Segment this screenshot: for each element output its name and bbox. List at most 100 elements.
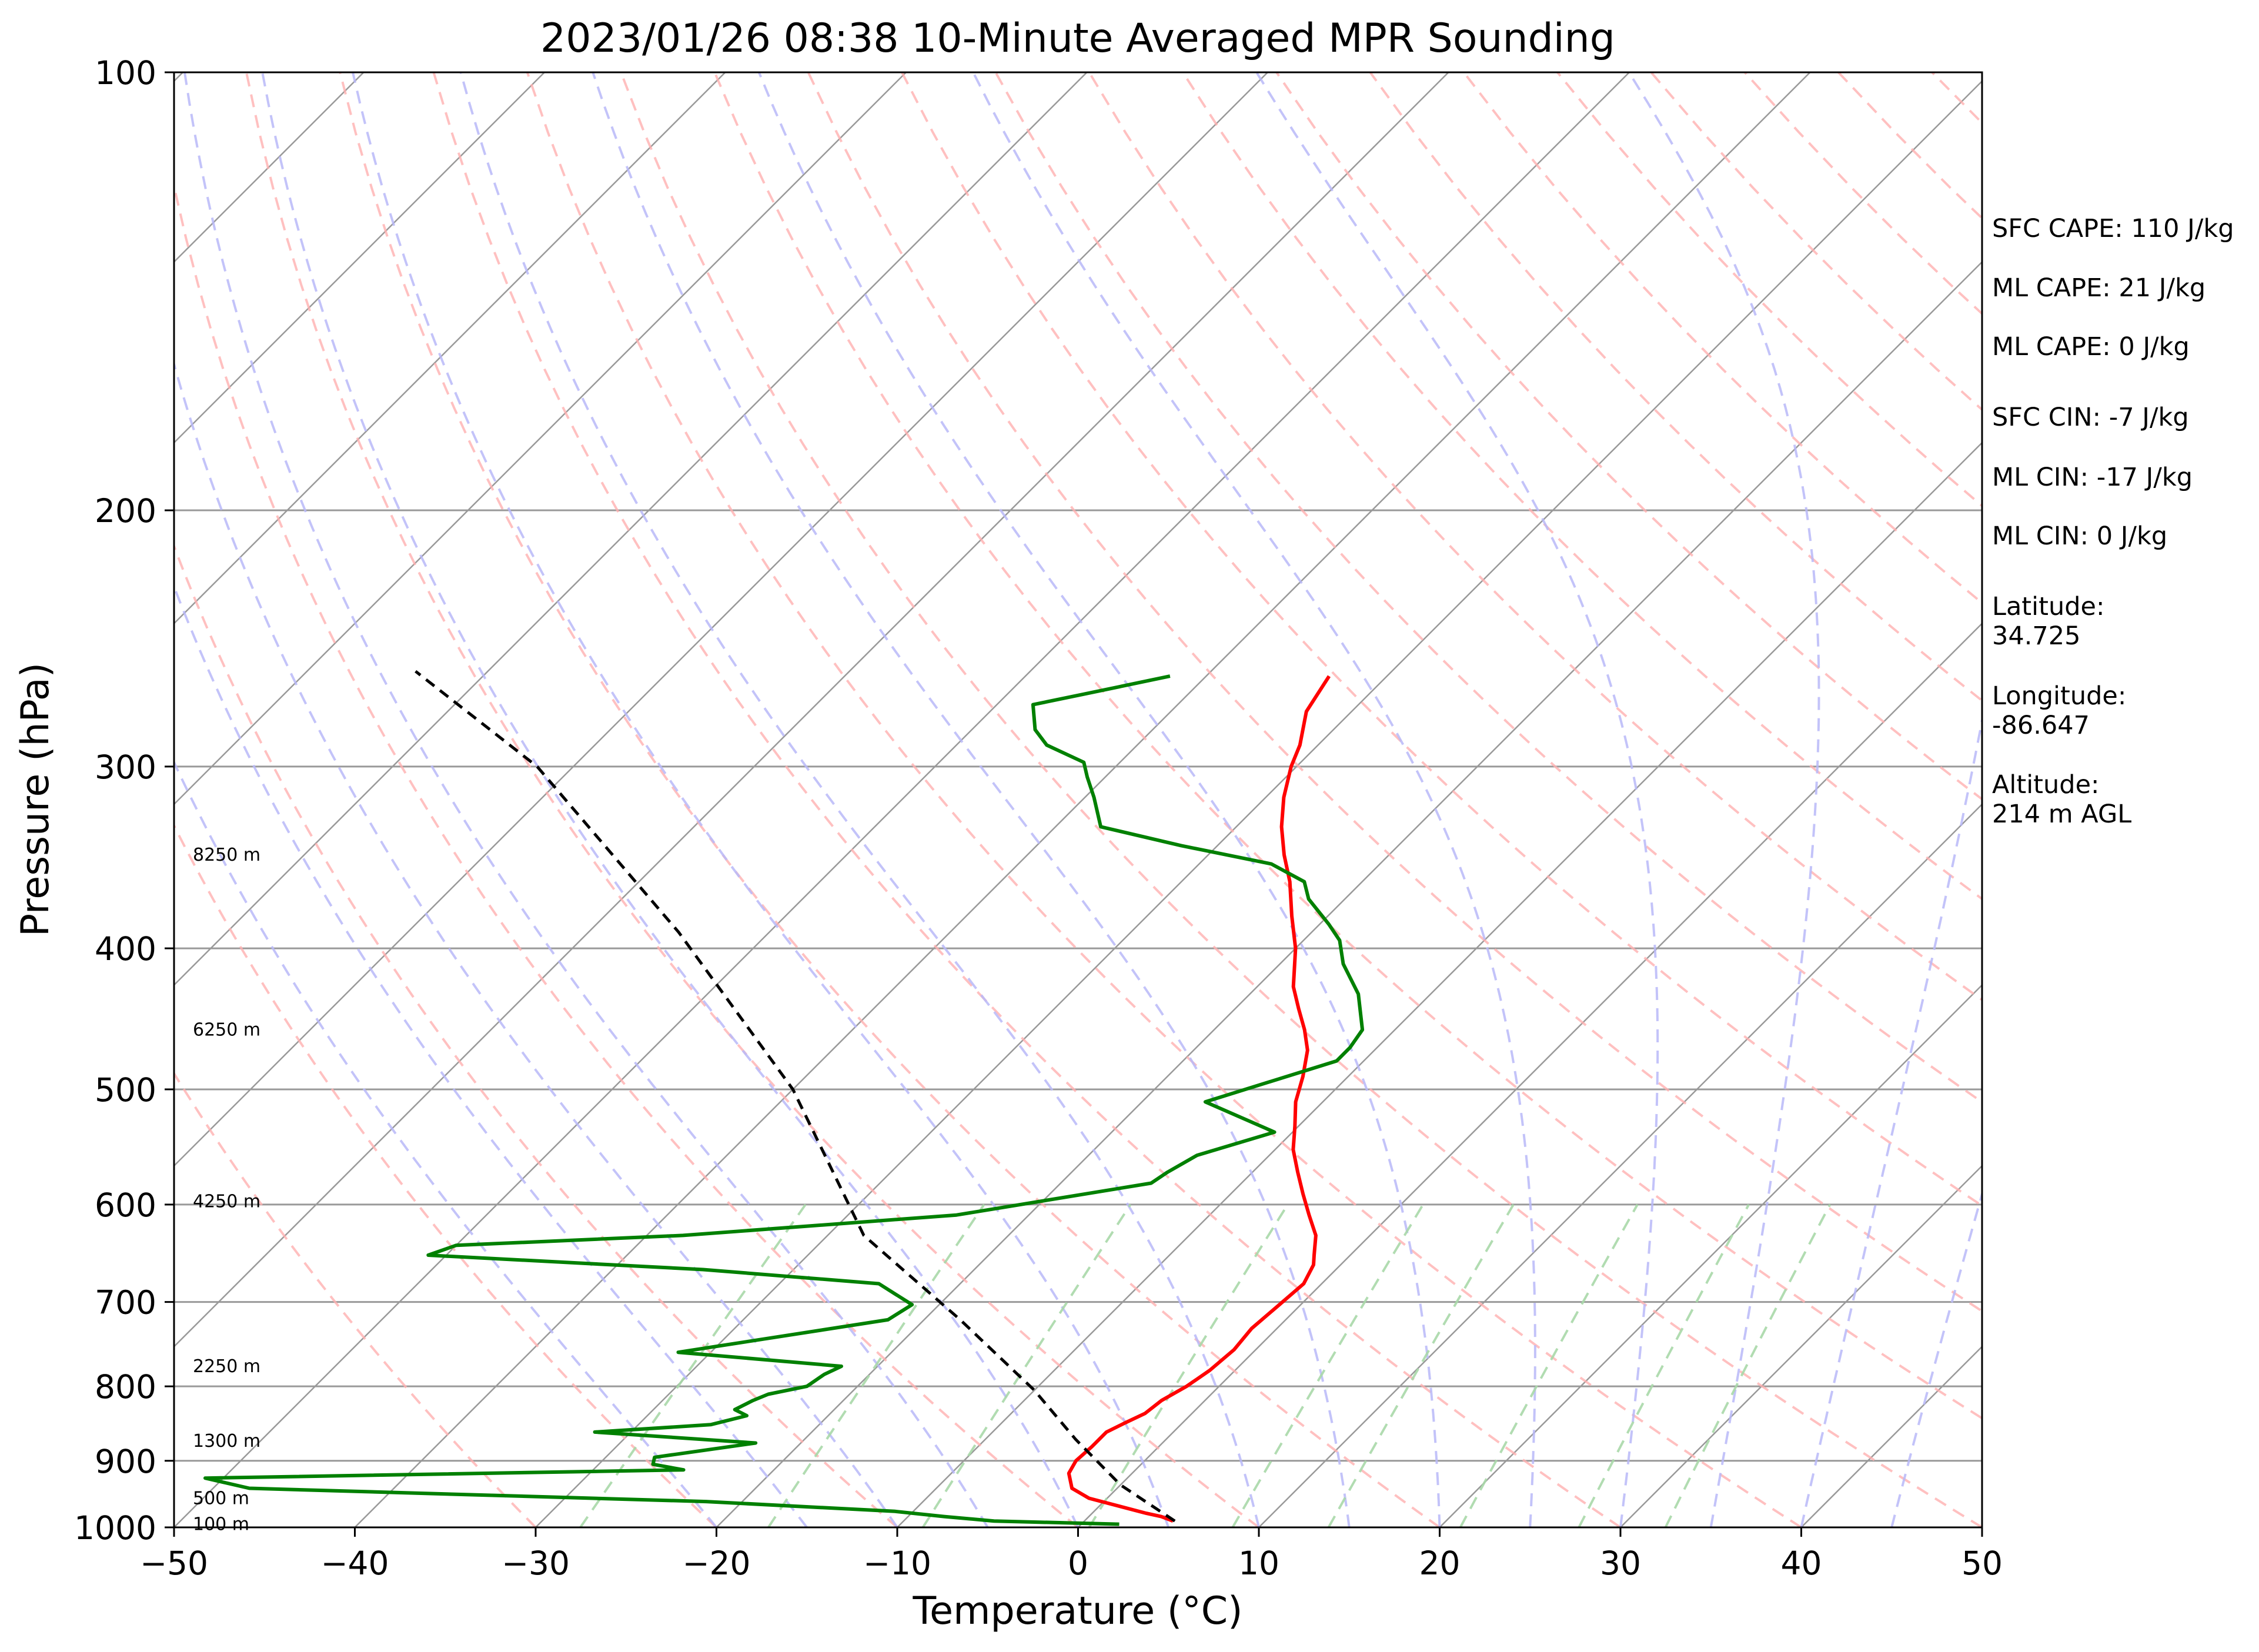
info-text: -86.647 xyxy=(1992,711,2090,740)
info-text: Latitude: xyxy=(1992,592,2104,621)
moist-adiabat-line xyxy=(1628,72,1820,1527)
moist-adiabat-line xyxy=(1890,1189,1982,1527)
mixing-ratio-line xyxy=(1459,1203,1639,1527)
isotherm-line xyxy=(174,72,1268,1167)
height-label: 6250 m xyxy=(193,1020,260,1041)
x-tick-label: −20 xyxy=(682,1544,750,1582)
y-axis-label: Pressure (hPa) xyxy=(14,663,58,937)
x-tick-label: −50 xyxy=(140,1544,208,1582)
mixing-ratio-line xyxy=(1578,1203,1750,1527)
y-tick-label: 1000 xyxy=(74,1509,156,1547)
x-tick-label: 0 xyxy=(1068,1544,1088,1582)
plot-background xyxy=(174,72,1982,1527)
mixing-ratio-line xyxy=(921,1203,1132,1527)
dry-adiabat-line xyxy=(901,72,1982,1208)
x-axis-label: Temperature (°C) xyxy=(912,1589,1242,1633)
dry-adiabat-line xyxy=(174,1071,537,1527)
height-label: 8250 m xyxy=(193,845,260,865)
dry-adiabat-line xyxy=(994,72,1982,1103)
isotherm-line xyxy=(1439,984,1982,1527)
dry-adiabat-line xyxy=(432,72,1622,1527)
dry-adiabat-line xyxy=(174,180,1079,1527)
y-tick-label: 600 xyxy=(95,1186,156,1224)
height-label: 100 m xyxy=(193,1514,249,1535)
y-tick-label: 400 xyxy=(95,930,156,968)
info-text: Longitude: xyxy=(1992,681,2126,711)
dry-adiabat-line xyxy=(245,72,1260,1527)
info-text: ML CAPE: 0 J/kg xyxy=(1992,332,2190,362)
dry-adiabat-line xyxy=(339,72,1441,1527)
mixing-ratio-line xyxy=(579,1203,807,1527)
series-layer xyxy=(203,670,1365,1526)
moist-adiabat-line xyxy=(592,72,1351,1527)
info-text: Altitude: xyxy=(1992,770,2100,800)
dry-adiabat-line xyxy=(174,543,898,1527)
isotherm-line xyxy=(174,72,545,444)
x-tick-label: 50 xyxy=(1961,1544,2003,1582)
x-axis-ticks: −50 −40 −30 −20 −10 0 10 20 30 40 50 xyxy=(140,1527,2003,1582)
y-tick-label: 800 xyxy=(95,1368,156,1406)
mixing-ratio-line xyxy=(1327,1203,1515,1527)
height-labels: 8250 m 6250 m 4250 m 2250 m 1300 m 500 m 100 m xyxy=(193,845,260,1535)
mixing-ratio-line xyxy=(1088,1203,1289,1527)
moist-adiabat-line xyxy=(174,583,808,1527)
isotherm-line xyxy=(354,72,1811,1527)
x-tick-label: 20 xyxy=(1419,1544,1461,1582)
y-axis-ticks: 100 200 300 400 500 600 700 800 900 1000 xyxy=(74,54,174,1547)
dry-adiabat-line xyxy=(174,823,717,1527)
moist-adiabat-line xyxy=(757,72,1441,1527)
mixing-ratio-line xyxy=(767,1203,985,1527)
moist-adiabat-line xyxy=(174,360,898,1527)
isotherm-line xyxy=(174,72,726,625)
x-tick-label: 30 xyxy=(1600,1544,1641,1582)
y-tick-label: 100 xyxy=(95,54,156,92)
x-tick-label: 40 xyxy=(1781,1544,1822,1582)
mixing-ratio-line xyxy=(1664,1203,1832,1527)
dewpoint-profile-line xyxy=(203,674,1365,1526)
moist-adiabat-line xyxy=(352,72,1170,1527)
info-text: SFC CIN: -7 J/kg xyxy=(1992,403,2189,432)
x-tick-label: −10 xyxy=(863,1544,931,1582)
isotherm-line xyxy=(174,72,1630,1527)
dry-adiabat-line xyxy=(526,72,1802,1527)
height-label: 2250 m xyxy=(193,1356,260,1377)
isotherm-line xyxy=(1620,1165,1982,1527)
info-text: ML CAPE: 21 J/kg xyxy=(1992,273,2205,303)
info-text: 214 m AGL xyxy=(1992,800,2131,829)
moist-adiabat-line xyxy=(459,72,1260,1527)
moist-adiabat-line xyxy=(972,72,1536,1527)
y-tick-label: 900 xyxy=(95,1443,156,1480)
plot-area xyxy=(0,72,1982,1527)
y-tick-label: 700 xyxy=(95,1284,156,1322)
isotherm-line xyxy=(1077,622,1982,1527)
isotherm-line xyxy=(174,72,907,805)
isotherm-line xyxy=(1258,803,1982,1527)
parcel-path-line xyxy=(415,670,1176,1523)
moist-adiabat-line xyxy=(174,760,718,1527)
y-tick-label: 300 xyxy=(95,748,156,786)
isotherm-line xyxy=(897,442,1982,1527)
dry-adiabat-line xyxy=(1275,72,1982,801)
isotherm-line xyxy=(716,260,1982,1527)
y-tick-label: 500 xyxy=(95,1071,156,1109)
dry-adiabat-line xyxy=(713,72,1982,1420)
moist-adiabat-line xyxy=(183,72,989,1527)
mixing-ratio-line xyxy=(1231,1203,1424,1527)
height-label: 1300 m xyxy=(193,1431,260,1452)
isotherm-line xyxy=(0,72,2,1527)
dry-adiabat-line xyxy=(807,72,1982,1313)
x-tick-label: 10 xyxy=(1238,1544,1279,1582)
chart-title: 2023/01/26 08:38 10-Minute Averaged MPR … xyxy=(540,15,1615,62)
dry-adiabat-line xyxy=(620,72,1982,1527)
dry-adiabat-line xyxy=(1088,72,1982,1002)
info-text: ML CIN: -17 J/kg xyxy=(1992,463,2193,492)
isotherm-line xyxy=(174,72,1088,986)
info-text: SFC CAPE: 110 J/kg xyxy=(1992,214,2234,243)
isotherm-line xyxy=(535,80,1982,1527)
isotherm-line xyxy=(174,72,1449,1348)
x-tick-label: −40 xyxy=(320,1544,389,1582)
height-label: 500 m xyxy=(193,1489,249,1509)
y-tick-label: 200 xyxy=(95,492,156,530)
x-tick-label: −30 xyxy=(502,1544,570,1582)
